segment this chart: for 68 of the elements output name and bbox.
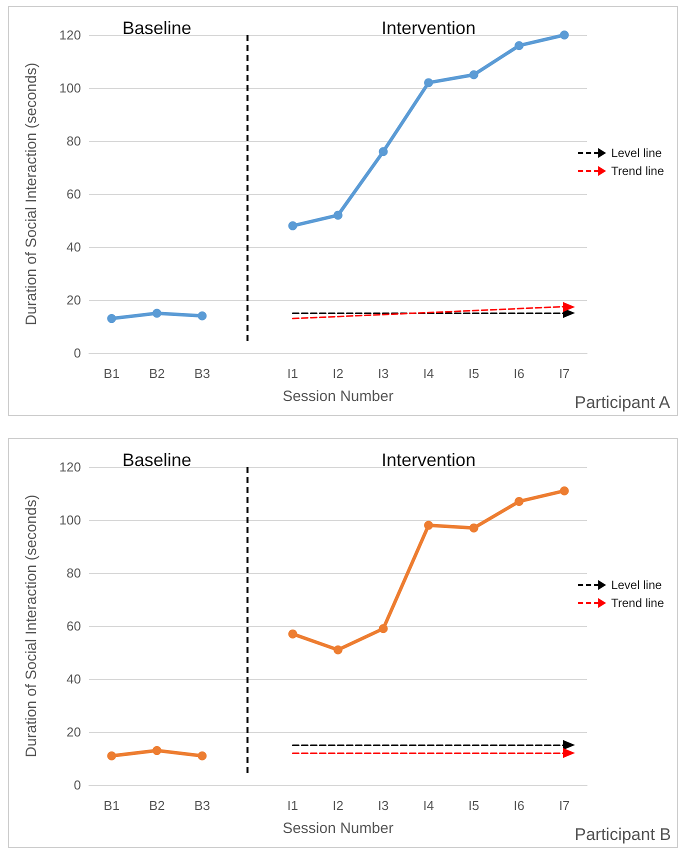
y-tick-label: 20 xyxy=(66,724,81,740)
point xyxy=(560,30,569,40)
y-tick-label: 120 xyxy=(59,28,81,42)
x-tick-label: B3 xyxy=(194,798,210,813)
x-tick-label: I6 xyxy=(514,798,525,813)
y-tick-label: 0 xyxy=(74,778,81,792)
x-tick-label: I5 xyxy=(468,798,480,813)
y-tick-label: 40 xyxy=(66,672,81,686)
x-tick-label: I3 xyxy=(378,798,389,813)
legend-label: Trend line xyxy=(611,164,664,178)
point xyxy=(469,523,478,532)
annotation: Baseline xyxy=(122,18,192,38)
y-tick-label: 80 xyxy=(66,134,81,148)
annotation: Baseline xyxy=(122,450,192,470)
legend-label: Level line xyxy=(611,146,662,160)
point xyxy=(424,78,434,88)
x-tick-label: I2 xyxy=(332,798,344,813)
y-tick-label: 20 xyxy=(66,292,81,308)
x-axis-title: Session Number xyxy=(282,820,394,837)
point xyxy=(152,308,162,318)
annotation: Intervention xyxy=(382,18,476,38)
x-tick-label: I5 xyxy=(468,366,480,381)
x-tick-label: I2 xyxy=(332,366,344,381)
point xyxy=(288,629,298,638)
x-tick-label: I6 xyxy=(514,366,525,381)
legend-label: Trend line xyxy=(611,596,664,610)
x-tick-label: B1 xyxy=(104,798,120,813)
x-tick-label: I4 xyxy=(423,366,434,381)
y-axis-title: Duration of Social Interaction (seconds) xyxy=(23,62,40,326)
point xyxy=(334,645,342,654)
point xyxy=(378,147,388,156)
x-tick-label: I7 xyxy=(558,366,570,381)
legend-label: Level line xyxy=(611,578,662,592)
x-tick-label: I1 xyxy=(287,798,298,813)
x-tick-label: B2 xyxy=(148,366,165,381)
y-tick-label: 80 xyxy=(66,566,81,580)
y-tick-label: 0 xyxy=(74,346,81,360)
x-tick-label: B2 xyxy=(148,798,165,813)
annotation: Intervention xyxy=(382,450,476,470)
text: Participant B xyxy=(574,825,672,844)
y-tick-label: 100 xyxy=(59,512,81,528)
point xyxy=(378,624,388,634)
point xyxy=(469,70,478,80)
point xyxy=(514,496,524,506)
point xyxy=(152,746,162,756)
y-tick-label: 100 xyxy=(59,80,81,96)
point xyxy=(514,41,524,50)
point xyxy=(107,751,116,760)
x-tick-label: B3 xyxy=(194,366,210,381)
point xyxy=(198,311,207,320)
x-tick-label: I7 xyxy=(558,798,570,813)
y-axis-title: Duration of Social Interaction (seconds) xyxy=(23,494,40,758)
y-tick-label: 120 xyxy=(59,460,81,474)
point xyxy=(198,751,207,760)
x-tick-label: I3 xyxy=(378,366,389,381)
y-tick-label: 40 xyxy=(66,240,81,254)
point xyxy=(334,210,342,220)
point xyxy=(424,520,434,530)
y-tick-label: 60 xyxy=(66,186,81,202)
x-tick-label: B1 xyxy=(104,366,120,381)
y-tick-label: 60 xyxy=(66,618,81,634)
x-axis-title: Session Number xyxy=(282,388,394,405)
point xyxy=(560,486,569,496)
point xyxy=(288,221,298,230)
x-tick-label: I4 xyxy=(423,798,434,813)
point xyxy=(107,314,116,324)
x-tick-label: I1 xyxy=(287,366,298,381)
text: Participant A xyxy=(574,393,671,412)
